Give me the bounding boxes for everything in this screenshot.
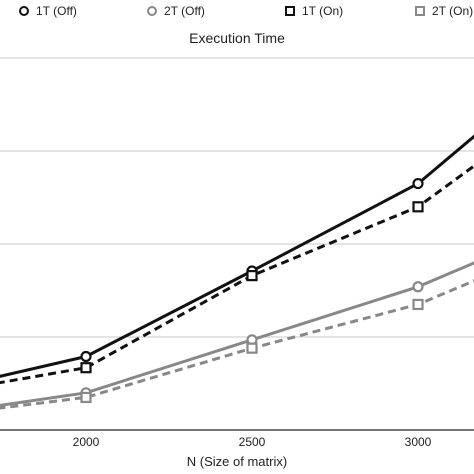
data-point [246, 270, 258, 282]
legend-label: 2T (On) [432, 4, 474, 18]
data-point [412, 177, 424, 190]
data-point [80, 362, 92, 374]
legend-label: 2T (Off) [164, 4, 205, 18]
square-marker-icon [415, 6, 425, 16]
legend: 1T (Off) 2T (Off) 1T (On) 2T (On) [0, 4, 474, 22]
grid-lines [0, 57, 474, 431]
legend-item-1t-on: 1T (On) [284, 4, 343, 18]
legend-item-1t-off: 1T (Off) [18, 4, 77, 18]
series-layer [0, 134, 474, 410]
data-point [80, 350, 92, 363]
square-marker-icon [285, 6, 295, 16]
series-2t-off [0, 261, 474, 407]
x-tick-label: 2000 [73, 435, 100, 449]
chart-title: Execution Time [189, 30, 285, 46]
data-point [412, 298, 424, 311]
legend-label: 1T (On) [302, 4, 344, 18]
legend-item-2t-off: 2T (Off) [146, 4, 205, 18]
circle-marker-icon [147, 6, 157, 16]
x-tick-labels: 2000 2500 3000 [73, 435, 432, 449]
data-point [246, 342, 258, 354]
series-1t-on [0, 164, 474, 385]
series-line [0, 279, 474, 410]
series-line [0, 164, 474, 385]
series-1t-off [0, 134, 474, 378]
series-2t-on [0, 279, 474, 410]
series-line [0, 261, 474, 407]
x-tick-label: 2500 [239, 435, 266, 449]
x-axis-label: N (Size of matrix) [186, 454, 288, 469]
legend-item-2t-on: 2T (On) [414, 4, 473, 18]
legend-label: 1T (Off) [36, 4, 77, 18]
data-point [412, 201, 424, 213]
data-point [412, 281, 424, 293]
series-line [0, 134, 474, 378]
x-tick-label: 3000 [405, 435, 432, 449]
circle-marker-icon [19, 6, 29, 16]
data-point [80, 391, 92, 404]
